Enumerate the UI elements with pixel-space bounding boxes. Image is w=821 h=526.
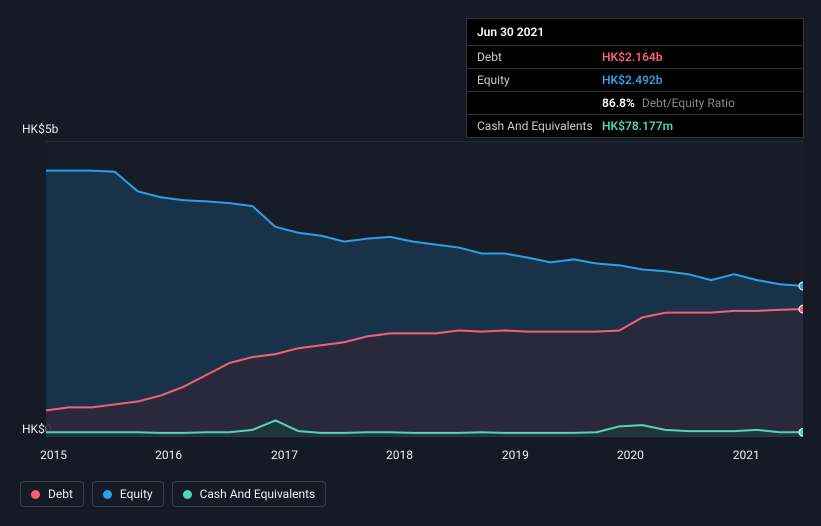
debt-equity-chart [46,141,803,437]
legend-item-label: Equity [120,487,153,501]
x-axis-tick: 2016 [155,448,182,462]
series-marker-debt [799,305,803,313]
legend-item-label: Debt [48,487,73,501]
legend-item[interactable]: Equity [92,481,164,507]
tooltip-row-sub: Debt/Equity Ratio [639,96,735,110]
chart-legend: Debt Equity Cash And Equivalents [20,481,326,507]
tooltip-row: EquityHK$2.492b [467,69,803,92]
tooltip-row-value: HK$2.492b [602,73,663,87]
legend-item-label: Cash And Equivalents [200,487,316,501]
tooltip-row: Cash And EquivalentsHK$78.177m [467,115,803,137]
x-axis-tick: 2018 [386,448,413,462]
x-axis-tick: 2020 [617,448,644,462]
tooltip-row-label: Equity [477,73,602,87]
tooltip-row: DebtHK$2.164b [467,46,803,69]
chart-container: HK$5bHK$0 2015201620172018201920202021 J… [0,0,821,526]
series-marker-equity [799,282,803,290]
x-axis-tick: 2015 [40,448,67,462]
x-axis-tick: 2019 [502,448,529,462]
legend-swatch-icon [103,490,112,499]
legend-item[interactable]: Cash And Equivalents [172,481,327,507]
chart-tooltip: Jun 30 2021 DebtHK$2.164bEquityHK$2.492b… [466,18,804,138]
tooltip-row-value: HK$78.177m [602,119,673,133]
x-axis-tick: 2017 [271,448,298,462]
tooltip-row-label [477,96,602,110]
series-marker-cash [799,428,803,436]
legend-swatch-icon [31,490,40,499]
tooltip-row: 86.8% Debt/Equity Ratio [467,92,803,115]
tooltip-row-label: Cash And Equivalents [477,119,602,133]
y-axis-label: HK$5b [22,122,58,136]
legend-item[interactable]: Debt [20,481,84,507]
tooltip-row-label: Debt [477,50,602,64]
tooltip-row-value: 86.8% Debt/Equity Ratio [602,96,735,110]
legend-swatch-icon [183,490,192,499]
tooltip-row-value: HK$2.164b [602,50,663,64]
x-axis-tick: 2021 [733,448,760,462]
tooltip-date: Jun 30 2021 [467,19,803,46]
